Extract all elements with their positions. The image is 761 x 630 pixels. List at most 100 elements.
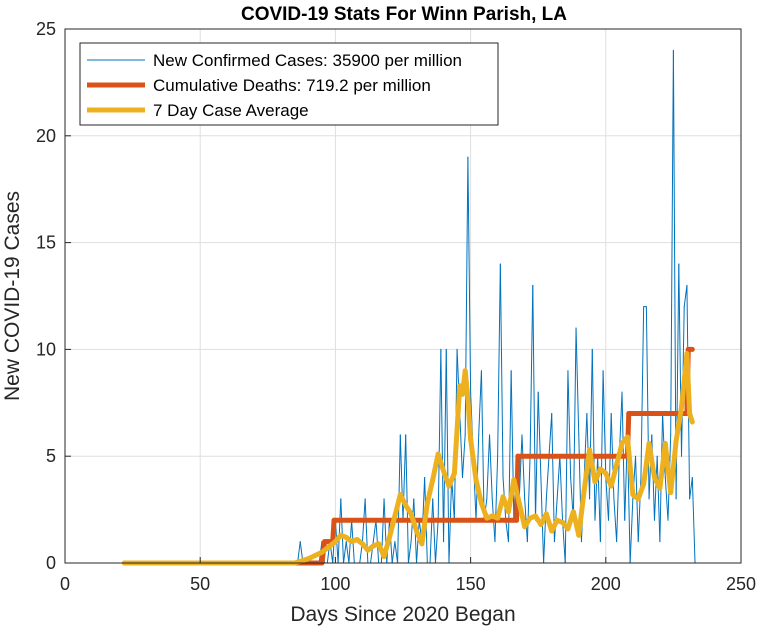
series-segment: [330, 517, 337, 545]
series-segment: [435, 451, 447, 474]
series-segment: [672, 49, 677, 500]
series-segment: [440, 348, 445, 543]
series-segment: [465, 396, 474, 442]
series-segment: [537, 391, 542, 479]
series-segment: [691, 477, 696, 564]
y-tick-label: 20: [36, 126, 56, 146]
series-segment: [645, 306, 650, 500]
series-segment: [608, 412, 612, 521]
series-segment: [521, 434, 526, 500]
series-segment: [684, 351, 693, 416]
series-segment: [562, 519, 566, 564]
series-segment: [486, 434, 491, 500]
tick-labels: 0 50 100 150 200 250 0 5 10 15 20 25: [36, 19, 756, 594]
series-segment: [478, 500, 490, 521]
series-segment: [416, 519, 420, 564]
series-segment: [653, 455, 658, 521]
series-segment: [372, 519, 377, 543]
series-segment: [605, 477, 609, 521]
legend: New Confirmed Cases: 35900 per million C…: [79, 42, 499, 126]
series-segment: [429, 498, 434, 564]
series-segment: [461, 434, 466, 479]
series-segment: [419, 500, 430, 547]
series-segment: [545, 455, 550, 500]
series-segment: [591, 348, 596, 521]
series-segment: [543, 498, 547, 564]
chart-title: COVID-19 Stats For Winn Parish, LA: [241, 4, 567, 25]
series-segment: [602, 370, 607, 479]
series-segment: [451, 383, 463, 476]
series-segment: [551, 412, 555, 543]
series-segment: [646, 440, 657, 481]
y-axis-label: New COVID-19 Cases: [1, 191, 24, 401]
series-segment: [587, 447, 598, 485]
series-segment: [564, 370, 569, 564]
series-segment: [381, 534, 392, 560]
series-segment: [687, 410, 695, 425]
series-segment: [526, 455, 531, 543]
series-segment: [437, 348, 442, 521]
legend-label-cumulative-deaths: Cumulative Deaths: 719.2 per million: [153, 76, 431, 95]
series-segment: [473, 477, 484, 506]
series-segment: [532, 284, 536, 521]
series-segment: [583, 412, 588, 479]
series-segment: [494, 455, 499, 543]
series-segment: [391, 541, 396, 564]
series-segment: [589, 348, 593, 500]
series-segment: [640, 306, 645, 479]
series-segment: [432, 498, 436, 564]
series-segment: [567, 370, 572, 479]
series-segment: [386, 513, 398, 540]
series-segment: [635, 481, 647, 502]
series-segment: [594, 455, 599, 521]
series-segment: [613, 498, 618, 543]
plot-frame: [64, 28, 742, 564]
series-segment: [656, 455, 661, 543]
series-segment: [407, 541, 412, 564]
x-tick-label: 0: [60, 574, 70, 594]
series-segment: [516, 500, 528, 530]
series-segment: [670, 49, 674, 436]
series-layer: [121, 49, 696, 566]
series-segment: [556, 455, 561, 500]
series-segment: [576, 487, 587, 538]
x-axis-label: Days Since 2020 Began: [290, 603, 515, 626]
series-segment: [467, 156, 472, 393]
legend-label-new-cases: New Confirmed Cases: 35900 per million: [153, 51, 462, 70]
y-tick-label: 5: [46, 446, 56, 466]
series-segment: [394, 541, 399, 564]
x-tick-label: 200: [591, 574, 621, 594]
series-segment: [572, 327, 577, 521]
series-segment: [345, 541, 350, 564]
series-segment: [445, 348, 450, 564]
series-segment: [462, 368, 471, 402]
x-tick-label: 50: [190, 574, 210, 594]
series-segment: [489, 434, 493, 500]
y-tick-label: 10: [36, 339, 56, 359]
series-segment: [664, 477, 669, 521]
series-segment: [575, 327, 580, 436]
series-segment: [629, 498, 634, 564]
series-segment: [559, 455, 564, 521]
series-7-day-case-average: [121, 351, 695, 566]
legend-label-7-day-average: 7 Day Case Average: [153, 101, 309, 120]
series-segment: [499, 263, 504, 479]
series-segment: [405, 434, 409, 564]
series-segment: [689, 477, 693, 500]
series-segment: [468, 436, 479, 483]
series-segment: [459, 412, 463, 479]
series-segment: [443, 348, 447, 543]
series-segment: [497, 263, 501, 457]
series-segment: [673, 404, 685, 444]
series-segment: [337, 498, 342, 564]
series-segment: [616, 455, 620, 543]
series-segment: [548, 412, 553, 457]
series-segment: [399, 434, 404, 521]
series-segment: [608, 462, 620, 489]
series-segment: [478, 370, 482, 436]
y-tick-label: 0: [46, 553, 56, 573]
y-tick-label: 25: [36, 19, 56, 39]
series-segment: [343, 541, 347, 564]
series-segment: [480, 370, 485, 521]
